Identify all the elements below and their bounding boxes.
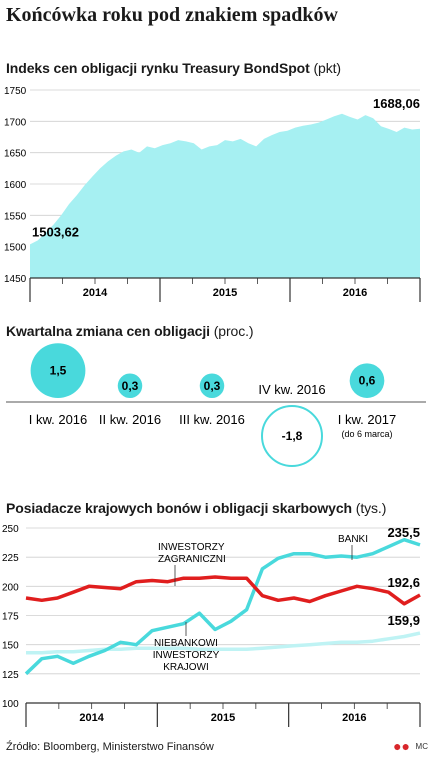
chart1-ytick-label: 1700	[4, 117, 27, 128]
chart3-ytick-label: 150	[2, 641, 19, 652]
chart1-heading: Indeks cen obligacji rynku Treasury Bond…	[6, 60, 341, 76]
chart1-ytick-label: 1500	[4, 243, 27, 254]
chart2-bubble	[261, 405, 323, 467]
chart3-xtick-label: 2016	[342, 712, 366, 724]
chart2-heading: Kwartalna zmiana cen obligacji (proc.)	[6, 323, 254, 339]
chart2-category-label: II kw. 2016	[99, 412, 161, 427]
chart3-ytick-label: 200	[2, 582, 19, 593]
chart3-unit: (tys.)	[355, 500, 387, 516]
chart1-ytick-label: 1600	[4, 180, 27, 191]
chart3-series-line	[25, 575, 421, 606]
chart1-xtick-label: 2014	[83, 287, 108, 299]
chart1-end-label: 1688,06	[373, 96, 420, 111]
chart2-note: (do 6 marca)	[341, 429, 392, 439]
chart1-xtick-label: 2016	[343, 287, 367, 299]
chart1-xtick-label: 2015	[213, 287, 237, 299]
chart3-series-line	[24, 537, 421, 676]
chart3-end-label: 192,6	[387, 575, 420, 590]
chart3-series-label: INWESTORZY	[153, 650, 220, 661]
brand-logo-icon: ●●	[393, 738, 410, 754]
chart1-start-label: 1503,62	[32, 224, 79, 239]
chart2-title: Kwartalna zmiana cen obligacji	[6, 323, 210, 339]
chart2-value-label: 0,3	[204, 379, 221, 393]
chart1-ytick-label: 1650	[4, 149, 27, 160]
chart1-ytick-label: 1550	[4, 211, 27, 222]
chart1-title: Indeks cen obligacji rynku Treasury Bond…	[6, 60, 310, 76]
chart3-ytick-label: 250	[2, 524, 19, 535]
chart2-svg: 1,5 I kw. 2016 0,3 II kw. 2016 0,3 III kw. 20…	[6, 343, 426, 467]
chart2-bubble	[349, 363, 385, 398]
chart3-series-label: NIEBANKOWI	[154, 638, 218, 649]
chart3-ytick-label: 100	[2, 699, 19, 710]
page-title: Końcówka roku pod znakiem spadków	[6, 4, 338, 26]
chart1-svg: 1750 1700 1650 1600 1550 1500 1450 2014 2015 2016…	[4, 86, 421, 302]
chart3-ytick-label: 125	[2, 670, 19, 681]
brand-label: MC	[415, 742, 428, 751]
chart3-svg: 250 225 200 175 150 125 100 159,9 235,5 192,6 2014…	[2, 524, 421, 727]
chart2-value-label: 0,6	[359, 374, 376, 388]
chart1-unit: (pkt)	[313, 60, 341, 76]
chart2-bubble	[117, 373, 143, 398]
chart1-ytick-label: 1450	[4, 274, 27, 285]
chart3-xtick-label: 2014	[79, 712, 104, 724]
chart2-category-label: IV kw. 2016	[258, 382, 325, 397]
chart3-heading: Posiadacze krajowych bonów i obligacji s…	[6, 500, 386, 516]
chart2-unit: (proc.)	[213, 323, 254, 339]
chart2-value-label: -1,8	[282, 429, 303, 443]
chart1-area	[30, 113, 420, 278]
chart2-bubble	[30, 343, 86, 398]
chart3-ytick-label: 225	[2, 553, 19, 564]
chart3-series-label: INWESTORZY	[158, 542, 225, 553]
chart2-category-label: I kw. 2016	[29, 412, 88, 427]
chart3-end-label: 235,5	[387, 525, 420, 540]
chart3-series-label: KRAJOWI	[163, 662, 209, 673]
source-note: Źródło: Bloomberg, Ministerstwo Finansów	[6, 741, 214, 753]
chart2-category-label: III kw. 2016	[179, 412, 245, 427]
chart3-title: Posiadacze krajowych bonów i obligacji s…	[6, 500, 352, 516]
chart3-series-label: ZAGRANICZNI	[158, 554, 226, 565]
chart2-category-label: I kw. 2017	[338, 412, 397, 427]
chart3-xtick-label: 2015	[211, 712, 235, 724]
chart2-value-label: 0,3	[122, 379, 139, 393]
chart3-series-label: BANKI	[338, 534, 368, 545]
chart3-end-label: 159,9	[387, 613, 420, 628]
chart3-series-line	[26, 631, 421, 655]
chart1-ytick-label: 1750	[4, 86, 27, 97]
chart2-bubble	[199, 373, 225, 398]
chart3-ytick-label: 175	[2, 612, 19, 623]
chart2-value-label: 1,5	[50, 364, 67, 378]
